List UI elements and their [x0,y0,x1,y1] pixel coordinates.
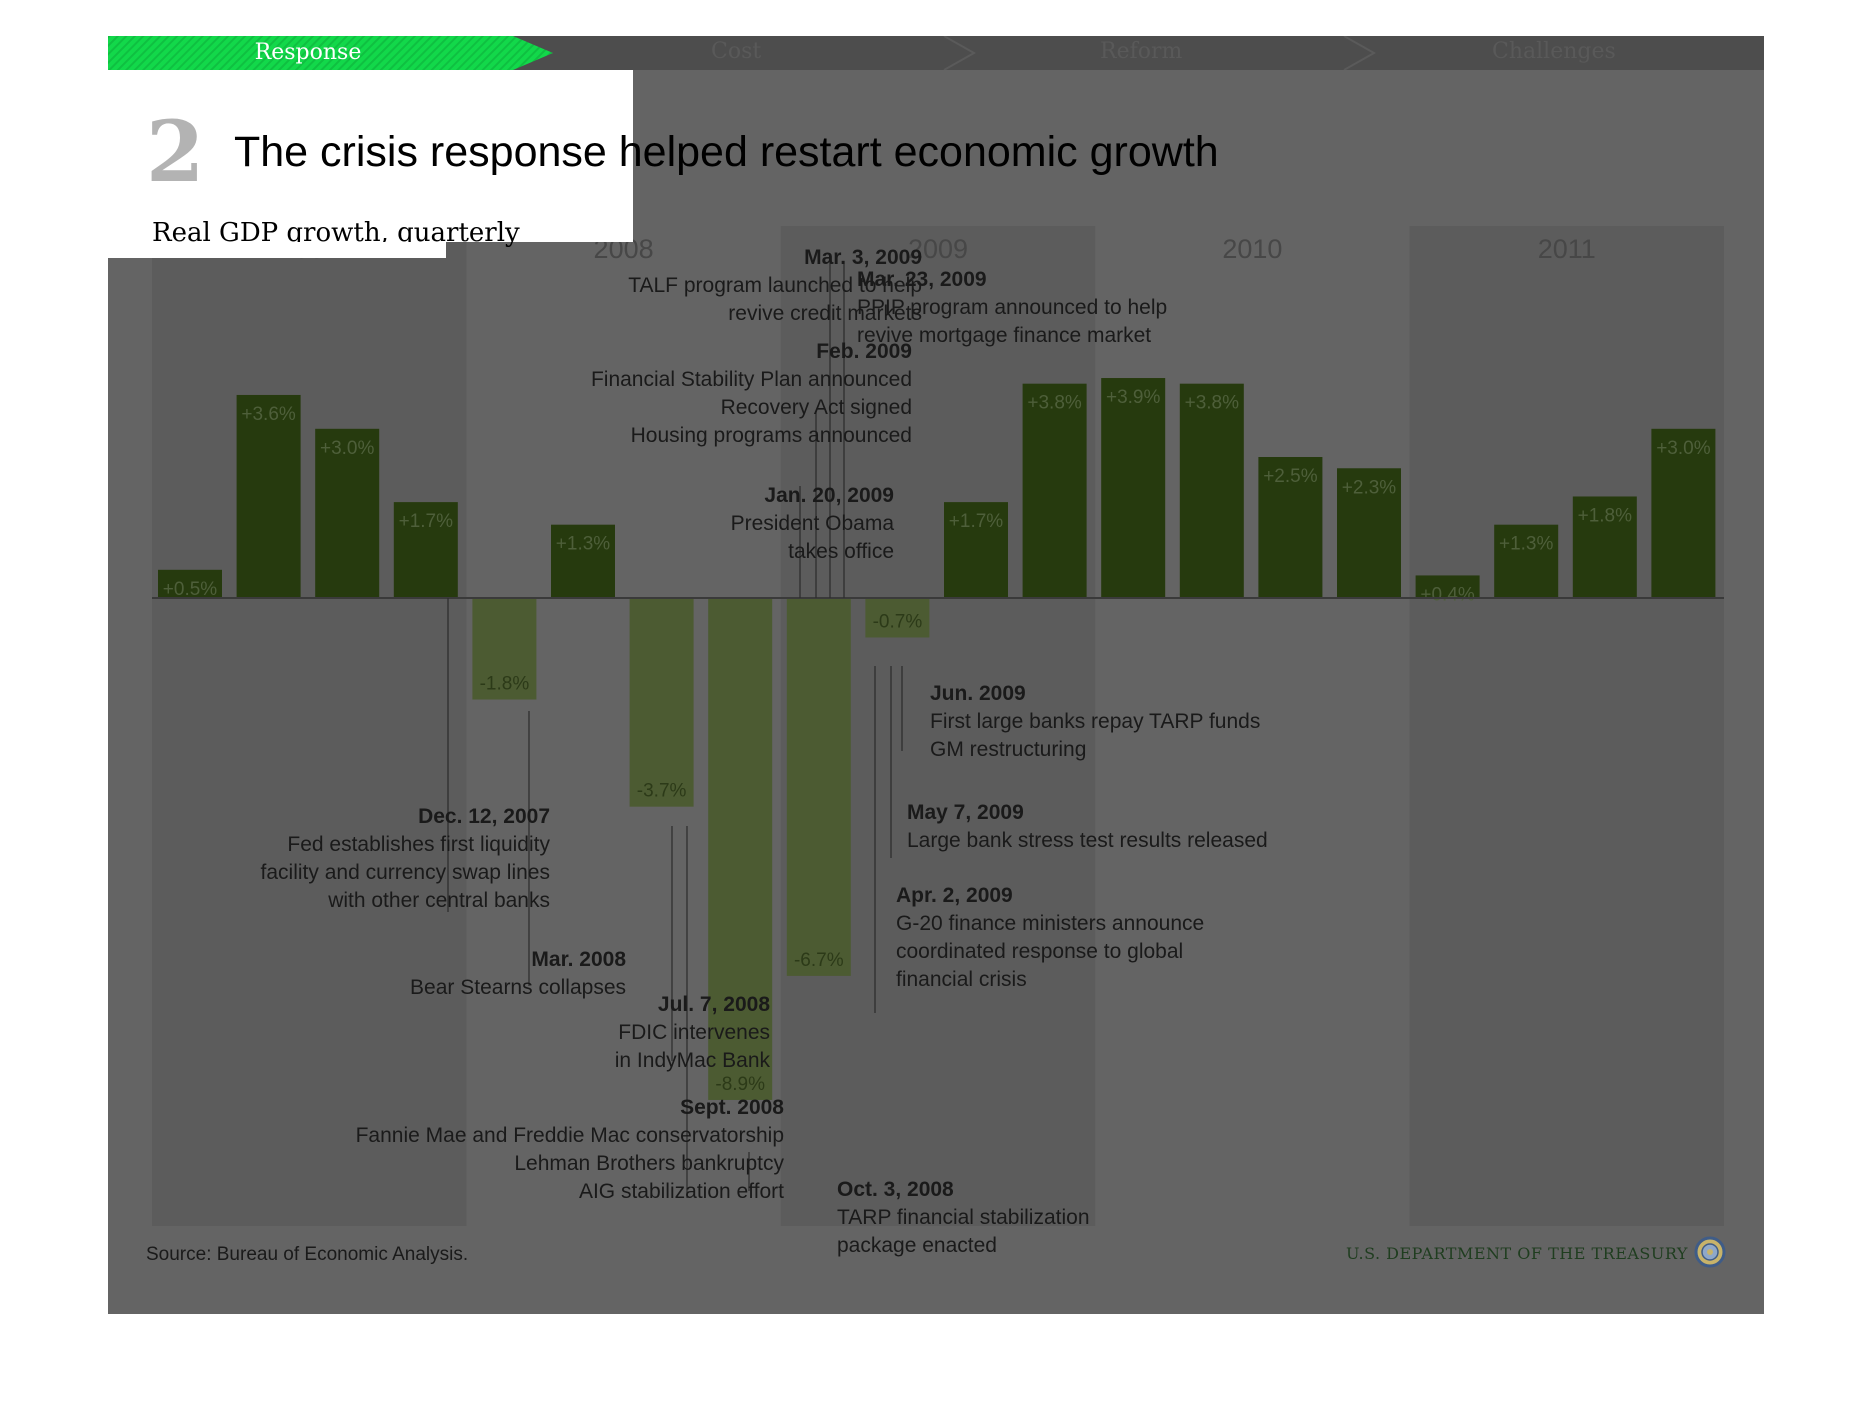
source-note: Source: Bureau of Economic Analysis. [146,1244,469,1265]
value-label: +1.3% [556,534,611,555]
value-label: +1.7% [399,511,454,532]
bar-2007-q2 [236,394,301,598]
year-label-2009: 2009 [908,234,968,264]
value-label: +3.8% [1185,393,1240,414]
value-label: +0.4% [1420,584,1475,605]
gdp-chart: 20072008200920102011+0.5%+3.6%+3.0%+1.7%… [152,226,1724,1226]
title-panel-edge [108,242,446,258]
year-band-2011 [1409,226,1724,1226]
treasury-label: U.S. DEPARTMENT OF THE TREASURY [1346,1244,1688,1263]
bar-2007-q1 [158,569,222,598]
slide-title: The crisis response helped restart econo… [234,128,1219,176]
value-label: +3.9% [1106,387,1161,408]
annotation-dec-12-2007: Dec. 12, 2007 Fed establishes first liqu… [260,805,550,912]
tab-cost[interactable]: Cost [711,39,762,64]
slide-number: 2 [146,102,205,201]
tab-arrow-shape [108,36,553,70]
annotation-mar-3-2009: Mar. 3, 2009 TALF program launched to he… [628,246,922,325]
annotation-jun-2009: Jun. 2009 First large banks repay TARP f… [930,682,1261,761]
value-label: +0.5% [163,579,218,600]
annotation-feb-2009: Feb. 2009 Financial Stability Plan annou… [590,340,912,447]
title-panel: 2 The crisis response helped restart eco… [108,70,1219,248]
tab-response[interactable]: Response [108,36,553,70]
bar-2010-q4 [1337,468,1401,598]
value-label: -6.7% [794,950,844,971]
bar-2007-q4 [393,502,458,598]
annotation-apr-2-2009: Apr. 2, 2009 G-20 finance ministers anno… [896,884,1205,991]
value-label: +1.8% [1578,505,1633,526]
value-label: -1.8% [480,674,530,695]
value-label: +3.0% [1656,438,1711,459]
tab-challenges[interactable]: Challenges [1492,39,1616,64]
value-label: -0.7% [873,611,923,632]
bar-2009-q1 [786,598,851,976]
value-label: +1.3% [1499,534,1554,555]
bar-2009-q4 [1022,383,1087,598]
annotation-mar-2008: Mar. 2008 Bear Stearns collapses [410,948,626,999]
annotation-jul-7-2008: Jul. 7, 2008 FDIC intervenes in IndyMac … [614,993,770,1072]
value-label: +1.7% [949,511,1004,532]
tab-response-label: Response [254,40,362,65]
bar-2010-q3 [1258,457,1323,598]
annotation-mar-23-2009: Mar. 23, 2009 PPIP program announced to … [857,268,1168,347]
bar-2011-q2 [1494,524,1559,598]
value-label: -8.9% [715,1074,765,1095]
bar-2011-q3 [1572,496,1637,598]
annotation-jan-20-2009: Jan. 20, 2009 President Obama takes offi… [730,484,894,563]
slide: 20072008200920102011+0.5%+3.6%+3.0%+1.7%… [108,36,1764,1314]
bar-2008-q2 [551,524,615,598]
bar-2008-q1 [472,598,537,700]
value-label: +2.3% [1342,477,1397,498]
chevron-right-icon [943,36,977,70]
tab-reform[interactable]: Reform [1100,39,1183,64]
bar-2009-q3 [944,502,1008,598]
value-label: -3.7% [637,781,687,802]
bar-2010-q2 [1179,383,1244,598]
annotation-sept-2008: Sept. 2008 Fannie Mae and Freddie Mac co… [355,1096,784,1203]
value-label: +3.6% [241,404,296,425]
value-label: +3.0% [320,438,375,459]
value-label: +3.8% [1027,393,1082,414]
annotation-oct-3-2008: Oct. 3, 2008 TARP financial stabilizatio… [837,1178,1090,1257]
treasury-seal-icon [1694,1236,1726,1268]
year-label-2011: 2011 [1538,234,1596,264]
value-label: +2.5% [1263,466,1318,487]
bar-2011-q4 [1651,428,1716,598]
bar-2011-q1 [1415,575,1480,598]
annotation-may-7-2009: May 7, 2009 Large bank stress test resul… [907,801,1268,852]
bar-2010-q1 [1101,378,1166,598]
bar-2009-q2 [865,598,930,638]
bar-2007-q3 [315,428,380,598]
bar-2008-q3 [629,598,694,807]
year-band-2007 [152,226,467,1226]
chevron-right-icon [1343,36,1377,70]
bar-2008-q4 [708,598,773,1100]
year-label-2010: 2010 [1222,234,1282,264]
